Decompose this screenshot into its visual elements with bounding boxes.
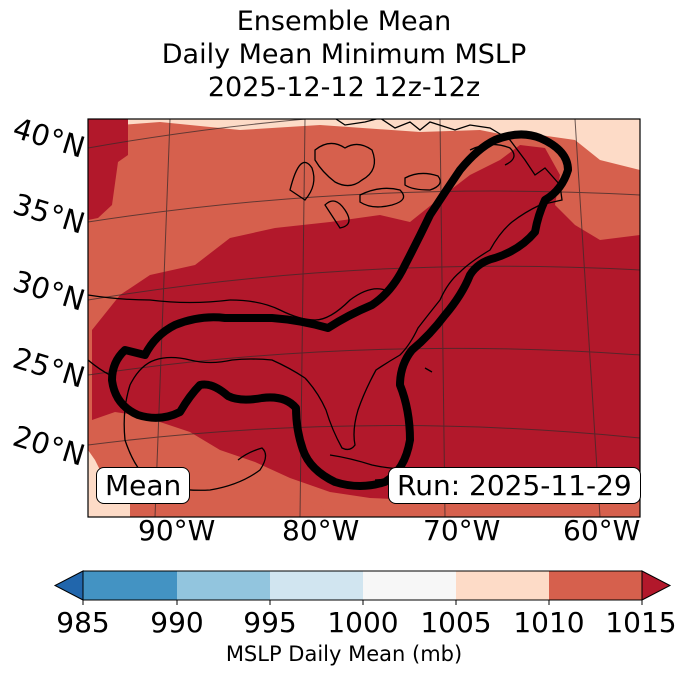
colorbar-tick-1010: 1010: [513, 606, 585, 639]
graticule: [88, 119, 640, 517]
colorbar-tick-990: 990: [150, 606, 204, 639]
colorbar-high-extend: [641, 570, 672, 601]
colorbar-tick-1015: 1015: [605, 606, 677, 639]
colorbar-985-990: [83, 571, 177, 600]
field-1015-west: [88, 119, 128, 220]
colorbar-1000-1005: [363, 571, 456, 600]
mean-label-box: Mean: [96, 467, 191, 504]
colorbar-tick-1005: 1005: [420, 606, 492, 639]
colorbar-1010-1015: [549, 571, 642, 600]
title-line-3: 2025-12-12 12z-12z: [207, 72, 481, 103]
title-line-1: Ensemble Mean: [236, 6, 452, 37]
contour-1010: [108, 130, 572, 490]
lon-label-80: 80°W: [282, 514, 360, 547]
map-frame: [87, 118, 641, 518]
colorbar-label: MSLP Daily Mean (mb): [225, 642, 463, 666]
colorbar-low-extend: [53, 570, 84, 601]
lon-label-90: 90°W: [138, 514, 216, 547]
lon-label-70: 70°W: [423, 514, 501, 547]
pressure-field: [88, 119, 640, 517]
field-1015-main: [92, 145, 640, 500]
lon-label-60: 60°W: [563, 514, 641, 547]
colorbar-tick-1000: 1000: [327, 606, 399, 639]
run-date-box: Run: 2025-11-29: [388, 467, 641, 504]
title-line-2: Daily Mean Minimum MSLP: [161, 39, 527, 70]
colorbar-995-1000: [270, 571, 363, 600]
colorbar-990-995: [177, 571, 270, 600]
colorbar: [53, 570, 672, 605]
colorbar-tick-985: 985: [56, 606, 110, 639]
colorbar-tick-995: 995: [243, 606, 297, 639]
colorbar-1005-1010: [456, 571, 549, 600]
field-1005-1010: [88, 119, 640, 170]
